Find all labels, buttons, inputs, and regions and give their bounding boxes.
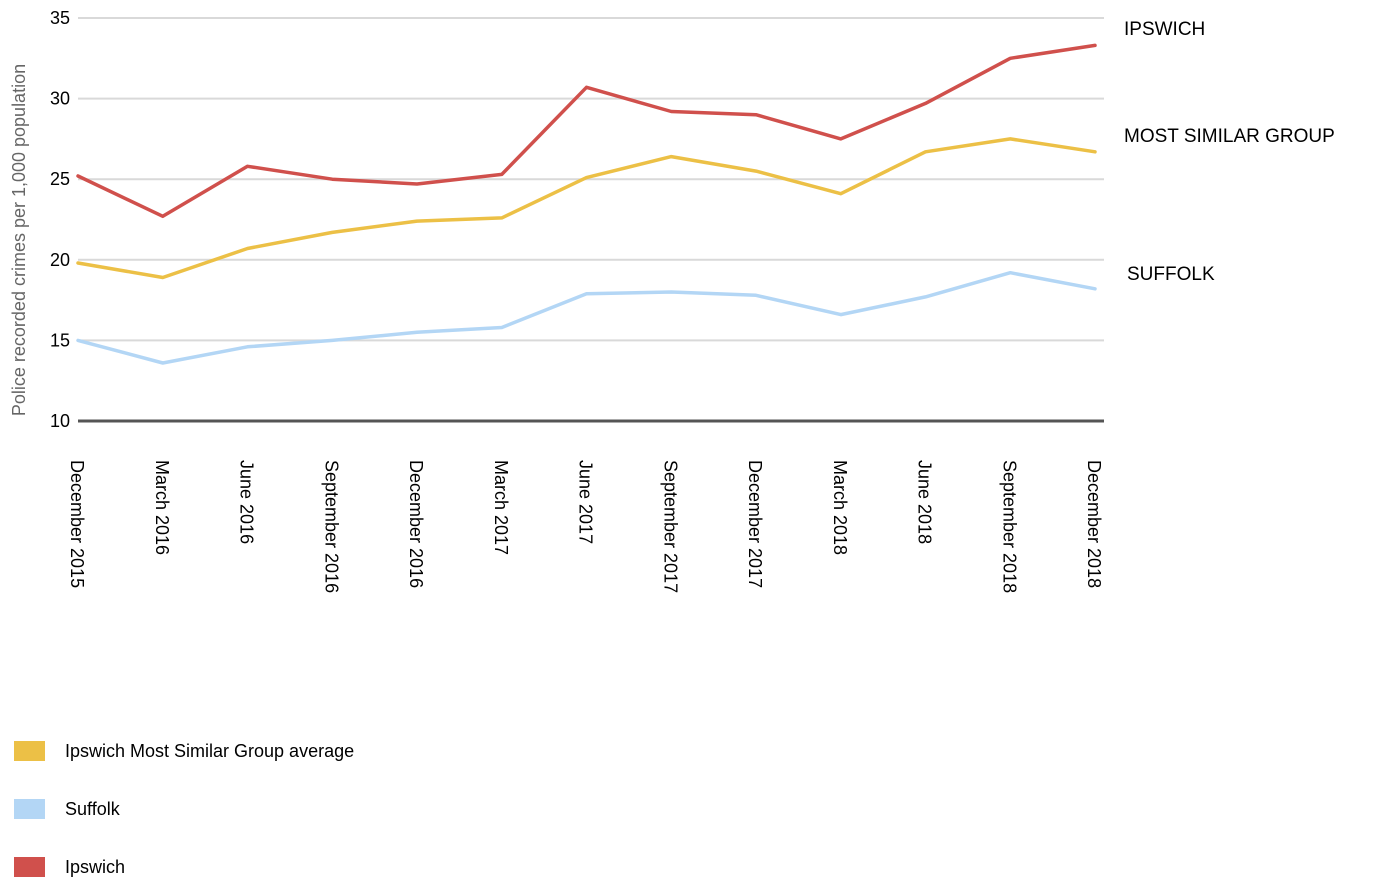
y-tick-label: 30 [50,89,70,109]
legend: Ipswich Most Similar Group average Suffo… [14,722,354,896]
x-tick-label: June 2017 [576,460,596,544]
x-axis-ticks: December 2015 March 2016 June 2016 Septembe… [67,460,1104,593]
x-tick-label: June 2016 [237,460,257,544]
legend-swatch-msg [14,741,45,761]
series-end-label: IPSWICH [1124,19,1205,40]
gridlines [78,17,1104,423]
series-end-label: MOST SIMILAR GROUP [1124,126,1335,147]
legend-swatch-suffolk [14,799,45,819]
y-tick-label: 15 [50,330,70,350]
legend-swatch-ipswich [14,857,45,877]
legend-label-ipswich: Ipswich [65,856,126,877]
legend-label-msg: Ipswich Most Similar Group average [65,740,355,761]
series-end-label: SUFFOLK [1127,264,1215,285]
x-tick-label: December 2018 [1084,460,1104,588]
series-line-suffolk [76,270,1097,365]
series-lines [76,43,1097,365]
legend-item-suffolk: Suffolk [14,780,354,838]
x-tick-label: December 2017 [745,460,765,588]
line-chart: 10 15 20 25 30 35 December 2015 March 2016 June… [9,8,1335,593]
x-tick-label: March 2018 [830,460,850,555]
y-tick-label: 35 [50,8,70,28]
x-tick-label: September 2018 [999,460,1019,593]
legend-label-suffolk: Suffolk [65,798,120,819]
y-tick-label: 10 [50,411,70,431]
legend-item-ipswich: Ipswich [14,838,354,896]
y-axis-ticks: 10 15 20 25 30 35 [50,8,70,431]
y-axis-label: Police recorded crimes per 1,000 populat… [9,64,29,416]
x-tick-label: September 2017 [660,460,680,593]
y-tick-label: 20 [50,250,70,270]
series-line-ipswich [76,43,1097,219]
series-line-ipswich-most-similar-group-average [76,137,1097,280]
legend-item-msg: Ipswich Most Similar Group average [14,722,354,780]
x-tick-label: March 2016 [152,460,172,555]
x-tick-label: June 2018 [915,460,935,544]
x-tick-label: December 2016 [406,460,426,588]
x-tick-label: September 2016 [321,460,341,593]
series-end-labels: IPSWICH MOST SIMILAR GROUP SUFFOLK [1124,19,1335,285]
x-tick-label: March 2017 [491,460,511,555]
x-tick-label: December 2015 [67,460,87,588]
y-tick-label: 25 [50,169,70,189]
